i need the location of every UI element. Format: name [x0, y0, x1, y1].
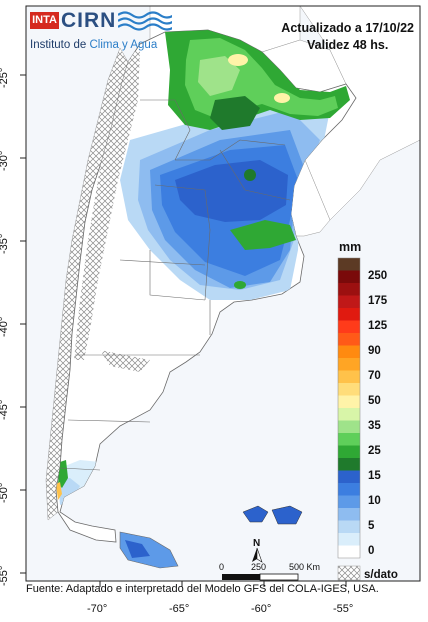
malvinas-east [271, 505, 303, 525]
legend-swatch [338, 420, 360, 434]
axis-ticks [20, 74, 347, 587]
malvinas-west [242, 505, 269, 523]
legend-swatch [338, 295, 360, 309]
cirn-logo: CIRN [61, 9, 117, 32]
legend-swatch [338, 458, 360, 471]
legend-swatch [338, 470, 360, 484]
lat-tick-40: -40° [0, 316, 10, 337]
precip-15mm-core [175, 160, 288, 222]
legend-nodata-swatch [337, 565, 361, 581]
legend-swatch [338, 445, 360, 459]
legend-colorbar [337, 257, 361, 559]
legend-label: 10 [368, 494, 381, 507]
legend-label: 50 [368, 394, 381, 407]
map-header: Actualizado a 17/10/22 Validez 48 hs. [281, 20, 414, 54]
precip-25mm-spot [234, 281, 246, 289]
legend-label: 5 [368, 519, 375, 532]
lat-tick-55: -55° [0, 565, 10, 586]
institute-name: Instituto de Clima y Agua [30, 39, 157, 51]
legend-swatch [338, 308, 360, 321]
legend-label: 35 [368, 419, 381, 432]
scale-label-500: 500 Km [289, 562, 321, 572]
legend-swatch [338, 333, 360, 346]
legend-swatch [338, 320, 360, 334]
legend-swatch [338, 433, 360, 446]
legend-nodata-label: s/dato [364, 569, 398, 581]
precip-patagonia-25 [58, 460, 68, 488]
legend-label: 250 [368, 269, 388, 282]
legend-swatch [338, 345, 360, 359]
legend-unit: mm [339, 240, 362, 254]
lon-tick-70: -70° [87, 603, 108, 615]
legend-label: 90 [368, 344, 381, 357]
legend-swatch [338, 383, 360, 396]
precip-35mm-b [198, 56, 240, 96]
lat-tick-45: -45° [0, 399, 10, 420]
legend-swatch [338, 408, 360, 421]
legend-swatch [338, 533, 360, 546]
lat-tick-25: -25° [0, 67, 10, 88]
precip-patagonia-70 [56, 482, 62, 500]
north-arrow-icon [252, 547, 263, 563]
province-borders [59, 99, 291, 471]
precip-25mm-dark [210, 96, 260, 130]
inta-logo: INTA [30, 12, 59, 29]
legend-label: 175 [368, 294, 388, 307]
map-frame [25, 5, 421, 582]
lon-tick-55: -55° [333, 603, 354, 615]
updated-date: Actualizado a 17/10/22 [281, 21, 414, 35]
legend-swatch [338, 545, 360, 559]
nodata-central [100, 350, 150, 372]
legend-swatch [338, 483, 360, 496]
precip-50mm-b [274, 93, 290, 103]
scale-label-0: 0 [219, 562, 225, 572]
lon-tick-60: -60° [251, 603, 272, 615]
precip-50mm [228, 54, 248, 66]
source-credit: Fuente: Adaptado e interpretado del Mode… [26, 583, 379, 595]
institute-prefix: Instituto de [30, 39, 90, 51]
legend-swatch [338, 283, 360, 296]
legend-swatch [338, 258, 360, 271]
nodata-andes [74, 50, 140, 360]
legend-swatch [338, 358, 360, 371]
lat-tick-30: -30° [0, 150, 10, 171]
precip-25mm-dark-spot [244, 169, 256, 181]
north-label: N [253, 538, 261, 549]
validity: Validez 48 hs. [307, 38, 389, 52]
legend-swatch [338, 508, 360, 521]
legend-label: 15 [368, 469, 381, 482]
legend-swatch [338, 270, 360, 284]
waves-icon [118, 11, 172, 31]
legend-swatch [338, 520, 360, 534]
tdf-precip [125, 540, 150, 558]
lat-tick-35: -35° [0, 233, 10, 254]
lat-tick-50: -50° [0, 482, 10, 503]
legend-swatch [338, 495, 360, 509]
legend-swatch [338, 370, 360, 384]
institute-accent: Clima y Agua [89, 39, 158, 51]
legend-outline [337, 257, 361, 559]
legend-swatch [338, 395, 360, 409]
tierra-del-fuego [119, 531, 179, 569]
legend-label: 0 [368, 544, 375, 557]
precip-25mm-east [230, 220, 296, 250]
lon-tick-65: -65° [169, 603, 190, 615]
legend-label: 125 [368, 319, 388, 332]
scale-label-250: 250 [251, 562, 267, 572]
scale-bar [222, 573, 299, 581]
legend-label: 25 [368, 444, 381, 457]
legend-label: 70 [368, 369, 381, 382]
